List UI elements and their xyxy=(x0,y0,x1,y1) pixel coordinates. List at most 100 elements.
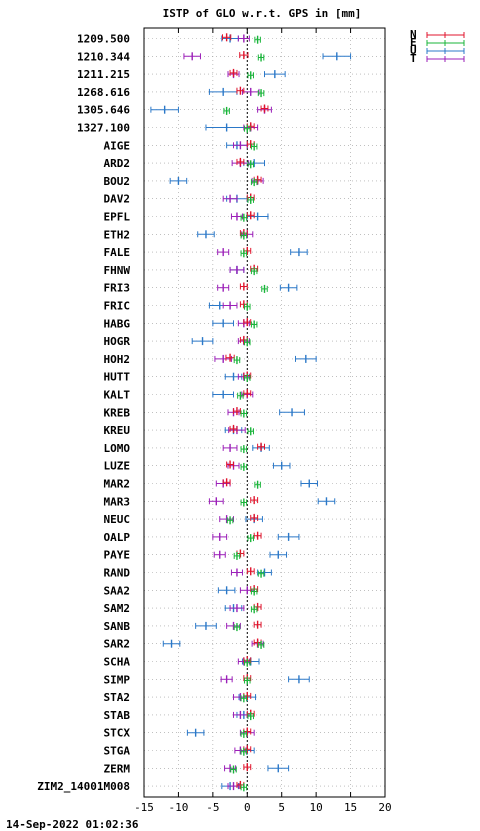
errorbar-e xyxy=(250,142,258,151)
errorbar-n xyxy=(250,496,259,505)
plot-frame xyxy=(143,27,386,798)
errorbar-n xyxy=(226,460,235,469)
errorbar-e xyxy=(254,35,261,44)
station-label: LOMO xyxy=(104,442,131,455)
errorbar-n xyxy=(221,33,232,42)
station-label: STCX xyxy=(104,727,131,740)
station-label: 1327.100 xyxy=(77,122,130,135)
errorbar-t xyxy=(212,532,228,541)
errorbar-e xyxy=(254,480,261,489)
errorbar-t xyxy=(222,301,238,310)
station-label: 1268.616 xyxy=(77,86,130,99)
errorbar-u xyxy=(162,639,181,648)
errorbar-n xyxy=(236,86,245,95)
x-tick-label: -10 xyxy=(168,801,188,814)
station-label: KREB xyxy=(104,406,131,419)
errorbar-e xyxy=(244,676,251,685)
errorbar-n xyxy=(229,68,238,77)
errorbar-e xyxy=(240,249,248,258)
errorbar-e xyxy=(240,747,248,756)
station-label: SANB xyxy=(104,620,131,633)
errorbar-t xyxy=(208,497,224,506)
errorbar-u xyxy=(279,283,298,292)
errorbar-n xyxy=(243,318,252,327)
legend-label-n: N xyxy=(410,28,417,41)
errorbar-e xyxy=(247,195,254,204)
x-tick-label: 5 xyxy=(278,801,285,814)
errorbar-u xyxy=(186,728,205,737)
errorbar-e xyxy=(240,409,248,418)
errorbar-u xyxy=(205,123,248,132)
errorbar-e xyxy=(240,231,248,240)
errorbar-t xyxy=(233,710,248,719)
errorbar-u xyxy=(277,532,300,541)
chart-title: ISTP of GLO w.r.t. GPS in [mm] xyxy=(163,7,362,20)
errorbar-t xyxy=(237,34,250,43)
errorbar-u xyxy=(264,70,286,79)
errorbar-u xyxy=(212,319,235,328)
errorbar-n xyxy=(253,620,262,629)
errorbar-t xyxy=(217,283,230,292)
legend-label-e: E xyxy=(410,36,417,49)
x-tick-label: 20 xyxy=(378,801,391,814)
grid-layer xyxy=(144,28,385,797)
timestamp-text: 14-Sep-2022 01:02:36 xyxy=(6,818,139,831)
station-labels: 1209.500 1210.344 1211.215 1268.616 1305.646… xyxy=(37,33,130,794)
errorbar-e xyxy=(247,534,254,543)
data-marks xyxy=(150,33,352,792)
station-label: ZERM xyxy=(104,762,131,775)
errorbar-u xyxy=(272,461,291,470)
station-label: HUTT xyxy=(104,371,131,384)
errorbar-u xyxy=(294,354,317,363)
station-label: EPFL xyxy=(104,211,131,224)
station-label: KALT xyxy=(104,389,131,402)
errorbar-u xyxy=(169,176,188,185)
errorbar-e xyxy=(233,356,241,365)
errorbar-e xyxy=(247,160,254,169)
errorbar-u xyxy=(217,586,236,595)
errorbar-u xyxy=(197,230,215,239)
errorbar-e xyxy=(244,124,251,133)
errorbar-n xyxy=(246,567,255,576)
errorbar-n xyxy=(257,442,265,451)
station-label: FRIC xyxy=(104,300,131,313)
errorbar-n xyxy=(229,424,238,433)
station-label: FALE xyxy=(104,246,131,259)
errorbar-u xyxy=(290,248,308,257)
errorbar-t xyxy=(213,550,226,559)
station-label: SAM2 xyxy=(104,602,131,615)
errorbar-t xyxy=(241,87,260,96)
errorbar-e xyxy=(247,427,254,436)
errorbar-t xyxy=(234,746,247,755)
errorbar-u xyxy=(191,337,214,346)
errorbar-e xyxy=(257,89,265,98)
station-label: OALP xyxy=(104,531,131,544)
legend-label-u: U xyxy=(410,44,417,57)
errorbar-t xyxy=(229,265,245,274)
station-label: 1210.344 xyxy=(77,50,130,63)
station-label: LUZE xyxy=(104,460,131,473)
errorbar-u xyxy=(267,764,290,773)
errorbar-e xyxy=(244,658,251,667)
station-label: FHNW xyxy=(104,264,131,277)
errorbar-u xyxy=(212,390,235,399)
errorbar-e xyxy=(250,587,258,596)
station-label: STAB xyxy=(104,709,131,722)
errorbar-e xyxy=(240,445,248,454)
errorbar-t xyxy=(239,586,255,595)
errorbar-e xyxy=(244,338,251,347)
errorbar-u xyxy=(257,568,272,577)
errorbar-e xyxy=(237,391,244,400)
station-label: ZIM2_14001M008 xyxy=(37,780,130,793)
errorbar-t xyxy=(220,675,233,684)
errorbar-t xyxy=(219,515,235,524)
errorbar-t xyxy=(230,212,243,221)
errorbar-e xyxy=(240,729,248,738)
errorbar-n xyxy=(250,513,259,522)
errorbar-e xyxy=(240,462,248,471)
x-axis: -15 -10 -5 0 5 10 15 20 xyxy=(134,28,392,814)
errorbar-n xyxy=(239,282,248,291)
legend-label-t: T xyxy=(410,52,417,65)
errorbar-t xyxy=(214,354,232,363)
